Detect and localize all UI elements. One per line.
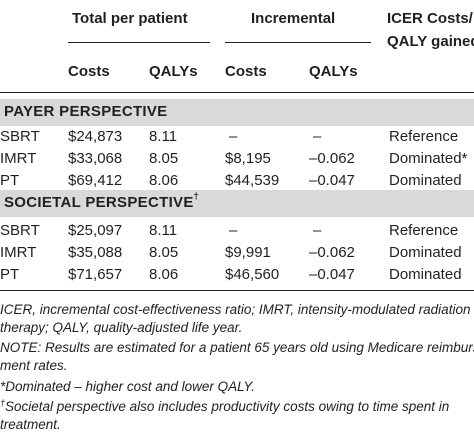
treatment-cell: PT bbox=[0, 266, 20, 283]
total-qalys-cell: 8.06 bbox=[149, 172, 179, 189]
dagger-mark: † bbox=[0, 398, 6, 408]
total-costs-cell: $33,068 bbox=[68, 150, 123, 167]
incremental-costs-cell: $9,991 bbox=[225, 244, 271, 261]
total-qalys-cell: 8.11 bbox=[149, 128, 178, 145]
treatment-cell: SBRT bbox=[0, 222, 40, 239]
header-costs-incremental: Costs bbox=[225, 63, 267, 80]
section-label-payer: PAYER PERSPECTIVE bbox=[4, 103, 168, 120]
icer-cell: Dominated bbox=[389, 172, 462, 189]
incremental-costs-cell: – bbox=[229, 128, 238, 145]
footnote-societal-line1: †Societal perspective also includes prod… bbox=[0, 398, 450, 414]
section-band-payer bbox=[0, 99, 474, 126]
incremental-qalys-cell: –0.047 bbox=[309, 266, 355, 283]
total-costs-cell: $71,657 bbox=[68, 266, 123, 283]
footnote-note-line1: NOTE: Results are estimated for a patien… bbox=[0, 340, 474, 355]
header-icer-line1: ICER Costs/ bbox=[387, 10, 473, 27]
header-qalys-incremental: QALYs bbox=[309, 63, 358, 80]
incremental-costs-cell: $8,195 bbox=[225, 150, 271, 167]
total-qalys-cell: 8.05 bbox=[149, 150, 179, 167]
total-qalys-cell: 8.06 bbox=[149, 266, 179, 283]
total-qalys-cell: 8.05 bbox=[149, 244, 179, 261]
treatment-cell: IMRT bbox=[0, 150, 37, 167]
total-costs-cell: $69,412 bbox=[68, 172, 123, 189]
icer-cell: Reference bbox=[389, 222, 459, 239]
header-incremental: Incremental bbox=[251, 10, 336, 27]
total-costs-cell: $25,097 bbox=[68, 222, 123, 239]
incremental-qalys-cell: – bbox=[313, 222, 322, 239]
header-costs: Costs bbox=[68, 63, 110, 80]
header-underline-incremental bbox=[225, 42, 371, 43]
icer-cell: Dominated* bbox=[389, 150, 468, 167]
table-bottom-rule bbox=[0, 290, 474, 291]
section-band-societal bbox=[0, 190, 474, 217]
treatment-cell: PT bbox=[0, 172, 20, 189]
incremental-qalys-cell: –0.047 bbox=[309, 172, 355, 189]
header-underline-total bbox=[68, 42, 210, 43]
footnote-abbreviations-line1: ICER, incremental cost-effectiveness rat… bbox=[0, 302, 471, 317]
icer-cell: Dominated bbox=[389, 244, 462, 261]
incremental-costs-cell: $44,539 bbox=[225, 172, 280, 189]
incremental-qalys-cell: – bbox=[313, 128, 322, 145]
footnote-dominated: *Dominated – higher cost and lower QALY. bbox=[0, 379, 255, 394]
header-total-per-patient: Total per patient bbox=[72, 10, 188, 27]
section-label-societal: SOCIETAL PERSPECTIVE† bbox=[4, 191, 199, 211]
total-costs-cell: $35,088 bbox=[68, 244, 123, 261]
incremental-qalys-cell: –0.062 bbox=[309, 150, 355, 167]
header-qalys: QALYs bbox=[149, 63, 198, 80]
footnote-societal-line2: treatment. bbox=[0, 417, 61, 432]
treatment-cell: SBRT bbox=[0, 128, 40, 145]
incremental-qalys-cell: –0.062 bbox=[309, 244, 355, 261]
footnote-note-line2: ment rates. bbox=[0, 358, 68, 373]
total-qalys-cell: 8.11 bbox=[149, 222, 178, 239]
header-icer-line2: QALY gained bbox=[387, 33, 474, 50]
incremental-costs-cell: $46,560 bbox=[225, 266, 280, 283]
header-rule bbox=[0, 92, 474, 93]
icer-cell: Reference bbox=[389, 128, 459, 145]
treatment-cell: IMRT bbox=[0, 244, 37, 261]
icer-cell: Dominated bbox=[389, 266, 462, 283]
total-costs-cell: $24,873 bbox=[68, 128, 123, 145]
footnote-abbreviations-line2: therapy; QALY, quality-adjusted life yea… bbox=[0, 320, 243, 335]
incremental-costs-cell: – bbox=[229, 222, 238, 239]
